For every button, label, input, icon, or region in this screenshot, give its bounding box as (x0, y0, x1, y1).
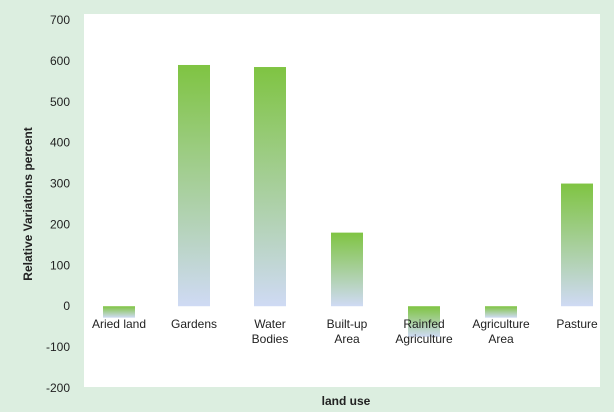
y-tick-label: 700 (50, 13, 70, 27)
bar-aried-land (103, 306, 135, 318)
y-tick-label: 200 (50, 217, 70, 231)
y-tick-label: 600 (50, 54, 70, 68)
bar-pasture (561, 183, 593, 307)
y-tick-label: -100 (46, 340, 70, 354)
y-tick-label: 500 (50, 95, 70, 109)
y-tick-label: 400 (50, 136, 70, 150)
bars-group (103, 64, 593, 337)
x-axis-title: land use (322, 394, 371, 408)
bar-built-up-area (331, 232, 363, 307)
x-category-labels: Aried land Gardens Water Bodies Built-up Area… (92, 317, 598, 346)
x-tick-label: Water Bodies (252, 317, 289, 346)
x-tick-label: Built-up Area (327, 317, 368, 346)
x-tick-label: Pasture (556, 317, 598, 331)
x-tick-label: Agriculture Area (472, 317, 530, 346)
y-tick-label: 300 (50, 177, 70, 191)
bar-agriculture-area (485, 306, 517, 318)
bar-gardens (178, 64, 210, 307)
y-axis-title: Relative Variations percent (21, 127, 35, 280)
bar-water-bodies (254, 67, 286, 307)
x-tick-label: Aried land (92, 317, 146, 331)
y-tick-labels: -200 -100 0 100 200 300 400 500 600 700 (46, 13, 70, 395)
y-tick-label: 100 (50, 258, 70, 272)
x-tick-label: Gardens (171, 317, 217, 331)
bar-rainfed-agriculture (408, 306, 440, 337)
x-tick-label: Rainfed Agriculture (395, 317, 453, 346)
y-tick-label: -200 (46, 381, 70, 395)
y-tick-label: 0 (63, 299, 70, 313)
plot-area (84, 14, 600, 387)
